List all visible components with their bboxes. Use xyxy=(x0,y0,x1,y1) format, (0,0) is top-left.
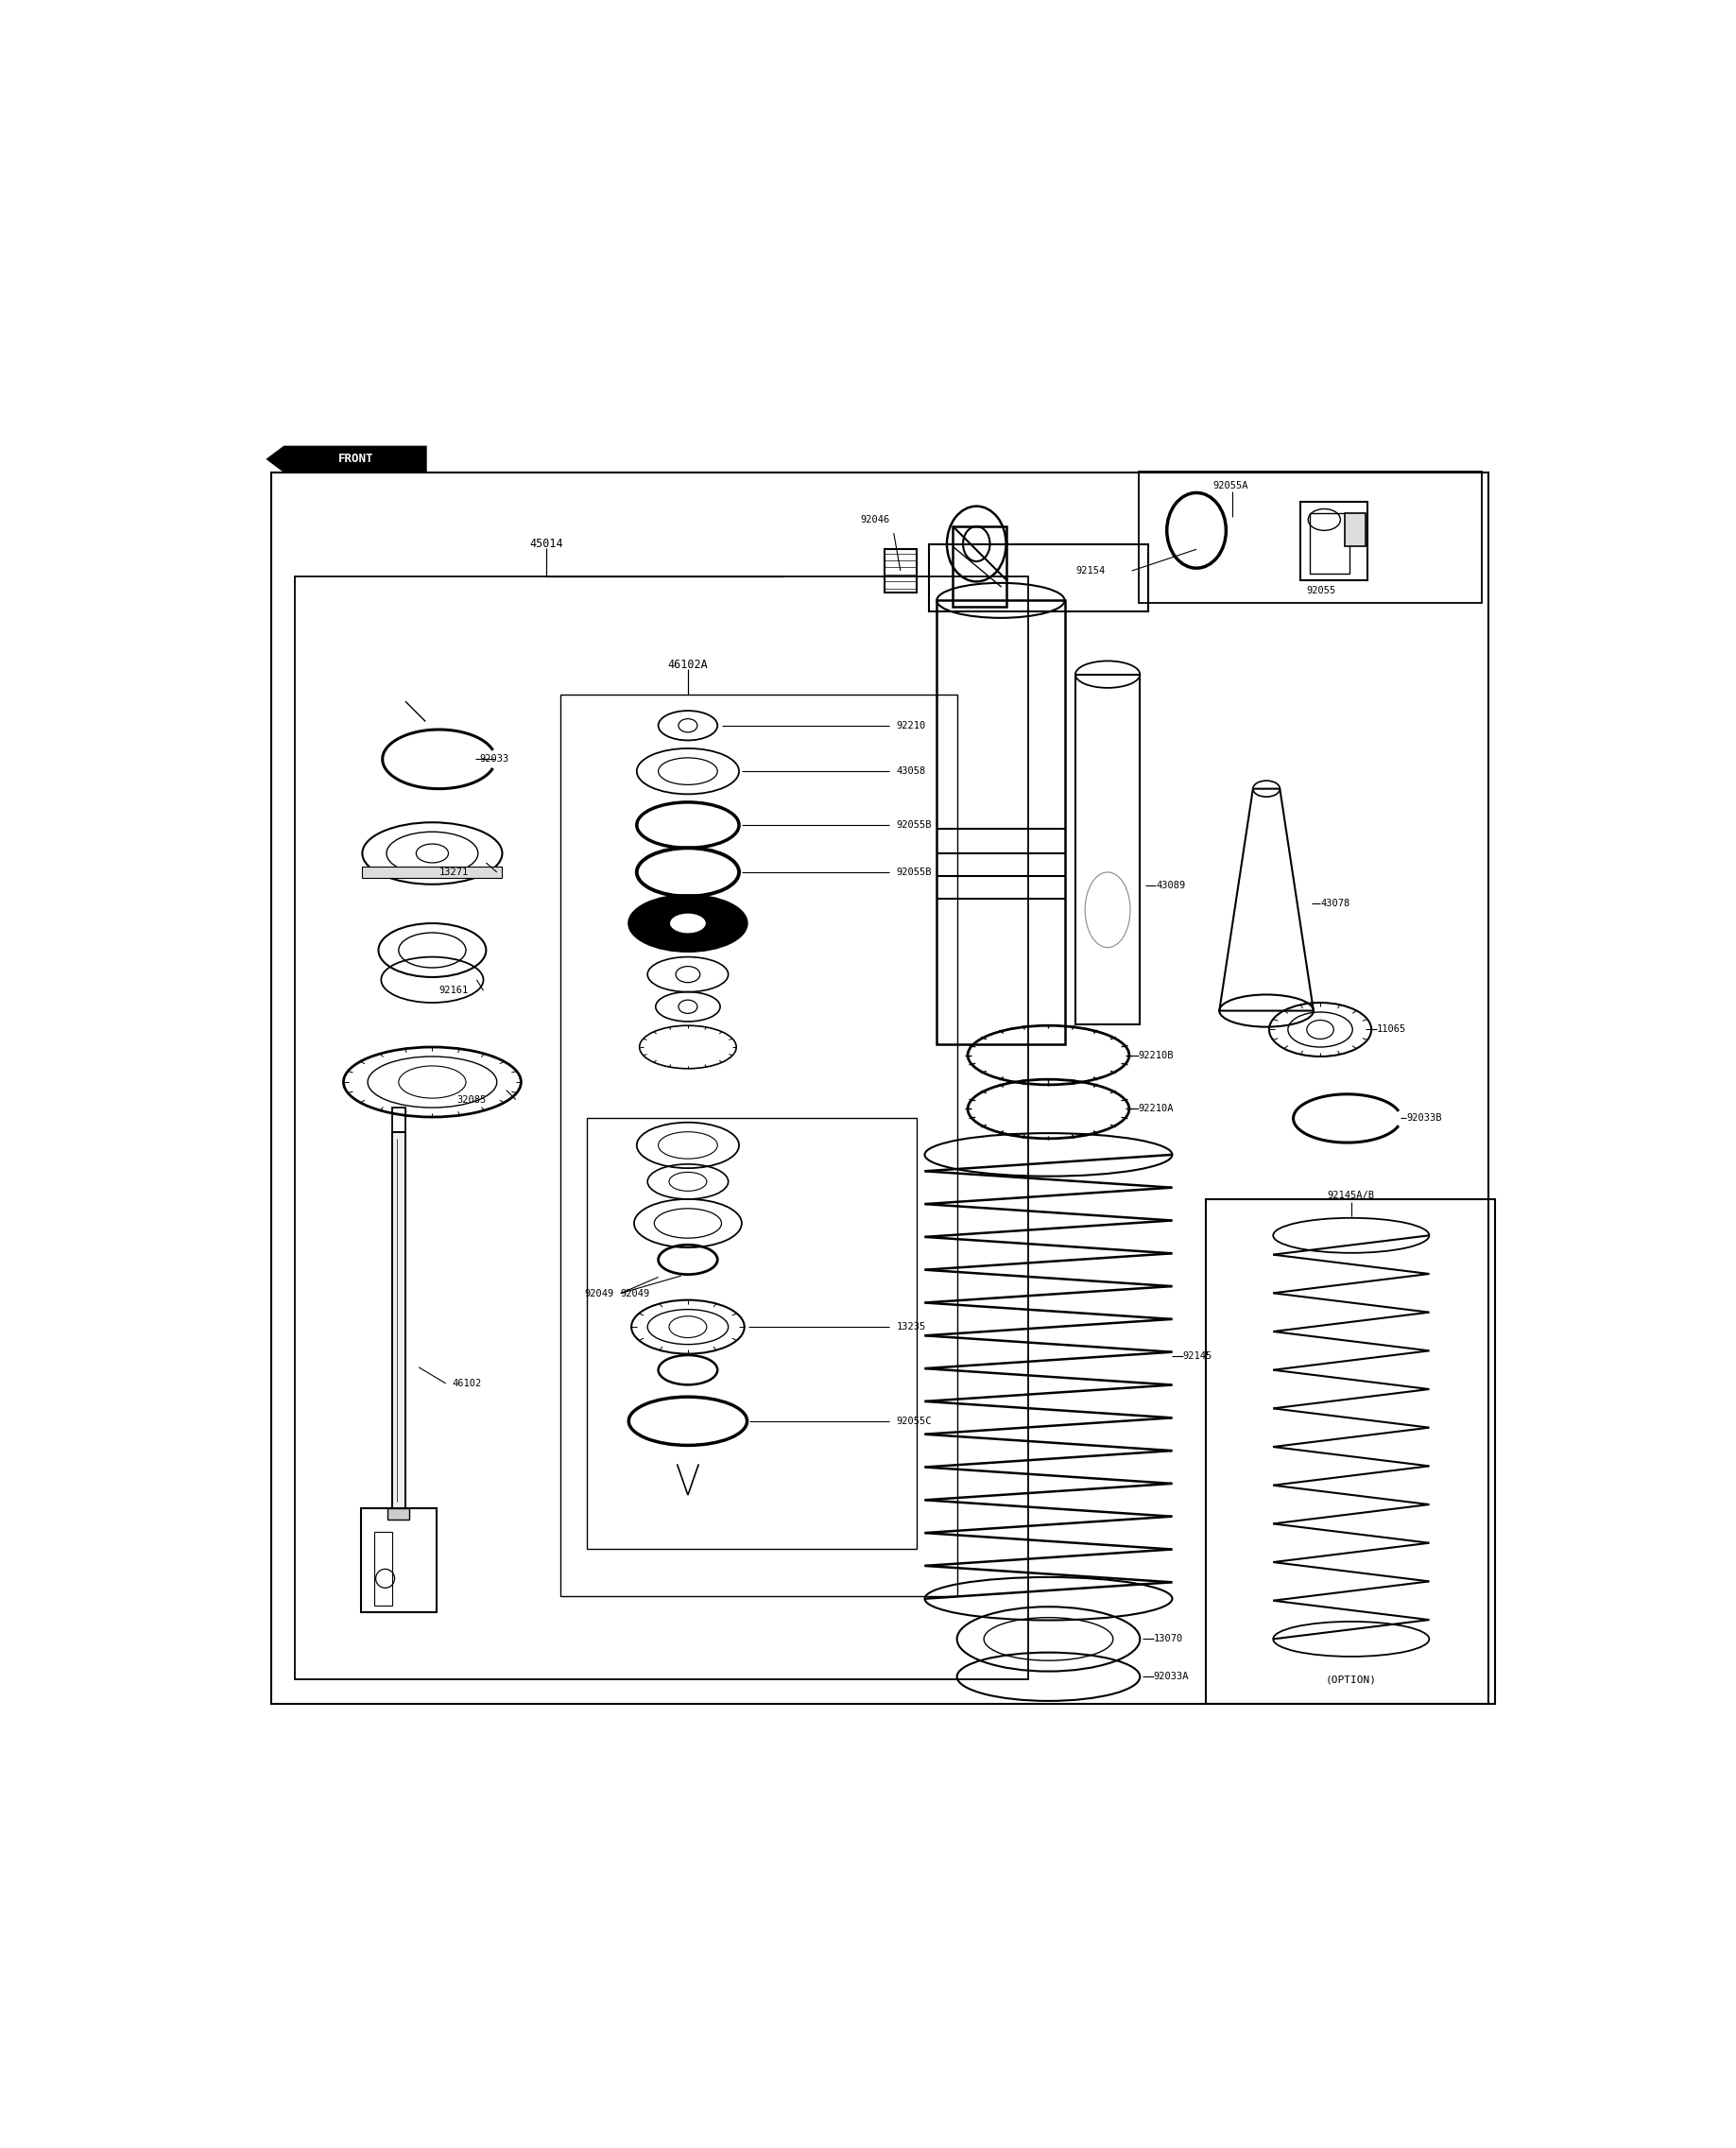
Text: 43089: 43089 xyxy=(1156,881,1186,891)
Text: 92161: 92161 xyxy=(439,986,469,995)
Bar xyxy=(392,1108,406,1132)
Text: 45014: 45014 xyxy=(529,537,564,550)
Text: 92154: 92154 xyxy=(1075,567,1104,576)
Text: FRONT: FRONT xyxy=(339,453,373,466)
Bar xyxy=(1344,513,1366,546)
Bar xyxy=(363,868,502,879)
Text: 92033: 92033 xyxy=(479,754,509,765)
Text: 92049: 92049 xyxy=(585,1289,615,1297)
Text: 46102: 46102 xyxy=(453,1379,483,1388)
Text: (OPTION): (OPTION) xyxy=(1326,1675,1377,1684)
Text: 43058: 43058 xyxy=(896,767,925,775)
Bar xyxy=(561,694,957,1596)
Text: 11065: 11065 xyxy=(1377,1025,1406,1035)
Text: 92145: 92145 xyxy=(1182,1351,1212,1362)
Bar xyxy=(1207,1199,1495,1703)
Bar xyxy=(1139,470,1483,604)
Text: 92033A: 92033A xyxy=(1153,1671,1189,1682)
Text: 92055A: 92055A xyxy=(1212,481,1248,490)
Bar xyxy=(937,601,1064,1044)
Text: 92046: 92046 xyxy=(859,516,891,524)
Bar xyxy=(392,1132,406,1508)
Text: 92033B: 92033B xyxy=(1406,1113,1443,1123)
Bar xyxy=(375,1532,392,1605)
Bar xyxy=(1309,513,1351,574)
Text: 43078: 43078 xyxy=(1321,898,1351,909)
Text: 13235: 13235 xyxy=(896,1323,925,1332)
Bar xyxy=(587,1119,917,1549)
Polygon shape xyxy=(267,447,425,470)
Text: 92210A: 92210A xyxy=(1139,1104,1174,1113)
Text: 13271: 13271 xyxy=(439,868,469,876)
Text: 92210B: 92210B xyxy=(1139,1050,1174,1059)
Bar xyxy=(884,550,917,593)
Text: 32085: 32085 xyxy=(457,1095,486,1104)
Bar xyxy=(295,576,1028,1680)
Bar xyxy=(387,1508,410,1519)
Text: 92145A/B: 92145A/B xyxy=(1328,1190,1375,1201)
Bar xyxy=(361,1508,436,1613)
Text: 92210: 92210 xyxy=(896,722,925,730)
Ellipse shape xyxy=(668,913,707,934)
Bar xyxy=(1075,674,1141,1025)
Bar xyxy=(953,526,1007,608)
Ellipse shape xyxy=(628,896,746,952)
Text: 92055B: 92055B xyxy=(896,821,932,829)
Text: 92055B: 92055B xyxy=(896,868,932,876)
Text: 92055C: 92055C xyxy=(896,1416,932,1426)
Bar xyxy=(1300,503,1368,580)
Text: 46102A: 46102A xyxy=(668,659,708,670)
Text: 92055: 92055 xyxy=(1307,586,1337,595)
Text: 13070: 13070 xyxy=(1153,1635,1182,1643)
Bar xyxy=(929,543,1147,612)
Text: 92049: 92049 xyxy=(621,1289,651,1297)
